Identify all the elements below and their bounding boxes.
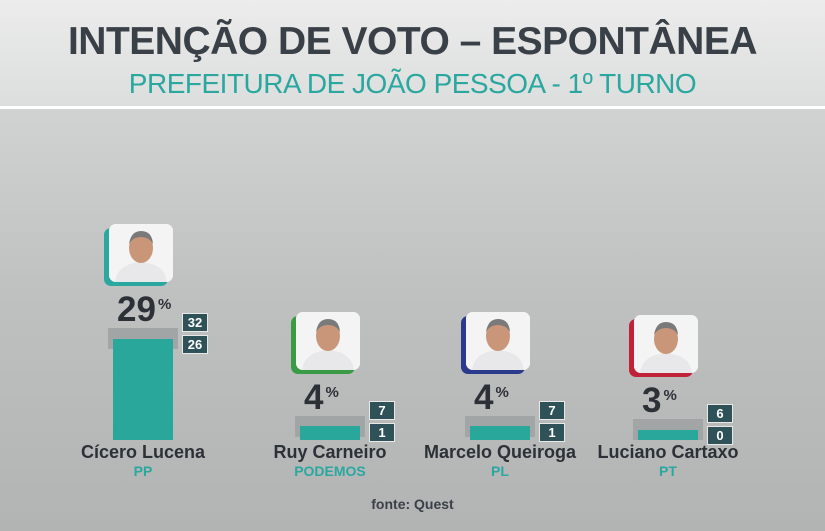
candidate-party: PODEMOS — [294, 463, 366, 479]
candidate-photo — [634, 315, 698, 373]
value-bar — [638, 429, 698, 440]
candidate-photo — [296, 311, 360, 370]
lower-bound-badge: 0 — [707, 426, 733, 445]
percentage-unit: % — [495, 383, 509, 401]
header: INTENÇÃO DE VOTO – ESPONTÂNEA PREFEITURA… — [0, 0, 825, 108]
candidate-party: PT — [659, 463, 677, 479]
chart-title: INTENÇÃO DE VOTO – ESPONTÂNEA — [67, 20, 758, 63]
percentage-unit: % — [157, 296, 172, 313]
header-divider — [0, 106, 825, 109]
percentage-value: 4 — [304, 377, 324, 417]
chart-subtitle: PREFEITURA DE JOÃO PESSOA - 1º TURNO — [128, 68, 697, 99]
value-bar — [113, 338, 173, 440]
upper-bound-badge: 6 — [707, 404, 733, 423]
lower-bound-badge: 1 — [539, 422, 565, 442]
value-bar — [300, 426, 360, 440]
candidate-name: Cícero Lucena — [80, 442, 206, 462]
upper-bound-badge: 7 — [539, 400, 565, 420]
percentage-value: 4 — [474, 377, 494, 417]
candidate-photo — [466, 311, 530, 370]
percentage-label: 3% — [642, 381, 677, 421]
candidate-party: PP — [133, 463, 153, 479]
candidate-photo — [109, 224, 173, 282]
upper-bound-badge: 7 — [369, 400, 395, 420]
margin-bounds: 32 26 — [182, 313, 208, 357]
percentage-label: 29% — [117, 290, 171, 330]
candidate-name: Marcelo Queiroga — [423, 442, 577, 462]
percentage-unit: % — [663, 387, 677, 404]
source-note: fonte: Quest — [371, 496, 454, 512]
percentage-unit: % — [325, 383, 339, 401]
percentage-label: 4% — [474, 378, 509, 418]
candidate-party: PL — [491, 463, 509, 479]
upper-bound-badge: 32 — [182, 313, 208, 332]
candidate-name: Ruy Carneiro — [273, 442, 387, 462]
percentage-value: 3 — [642, 381, 662, 420]
lower-bound-badge: 1 — [369, 422, 395, 442]
value-bar — [470, 426, 530, 440]
lower-bound-badge: 26 — [182, 335, 208, 354]
percentage-label: 4% — [304, 378, 339, 418]
percentage-value: 29 — [117, 290, 156, 329]
candidate-name: Luciano Cartaxo — [597, 442, 739, 462]
